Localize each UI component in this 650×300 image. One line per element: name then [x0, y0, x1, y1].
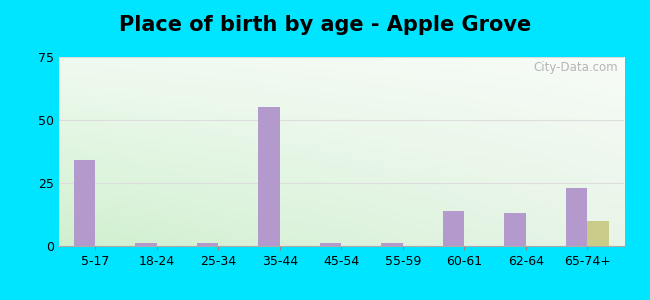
- Bar: [443, 211, 464, 246]
- Text: City-Data.com: City-Data.com: [534, 61, 618, 74]
- Bar: [320, 244, 341, 246]
- Bar: [587, 221, 608, 246]
- Bar: [566, 188, 587, 246]
- Bar: [504, 213, 526, 246]
- Bar: [197, 244, 218, 246]
- Text: Place of birth by age - Apple Grove: Place of birth by age - Apple Grove: [119, 15, 531, 35]
- Bar: [258, 107, 280, 246]
- Bar: [381, 244, 403, 246]
- Bar: [135, 244, 157, 246]
- Bar: [74, 160, 96, 246]
